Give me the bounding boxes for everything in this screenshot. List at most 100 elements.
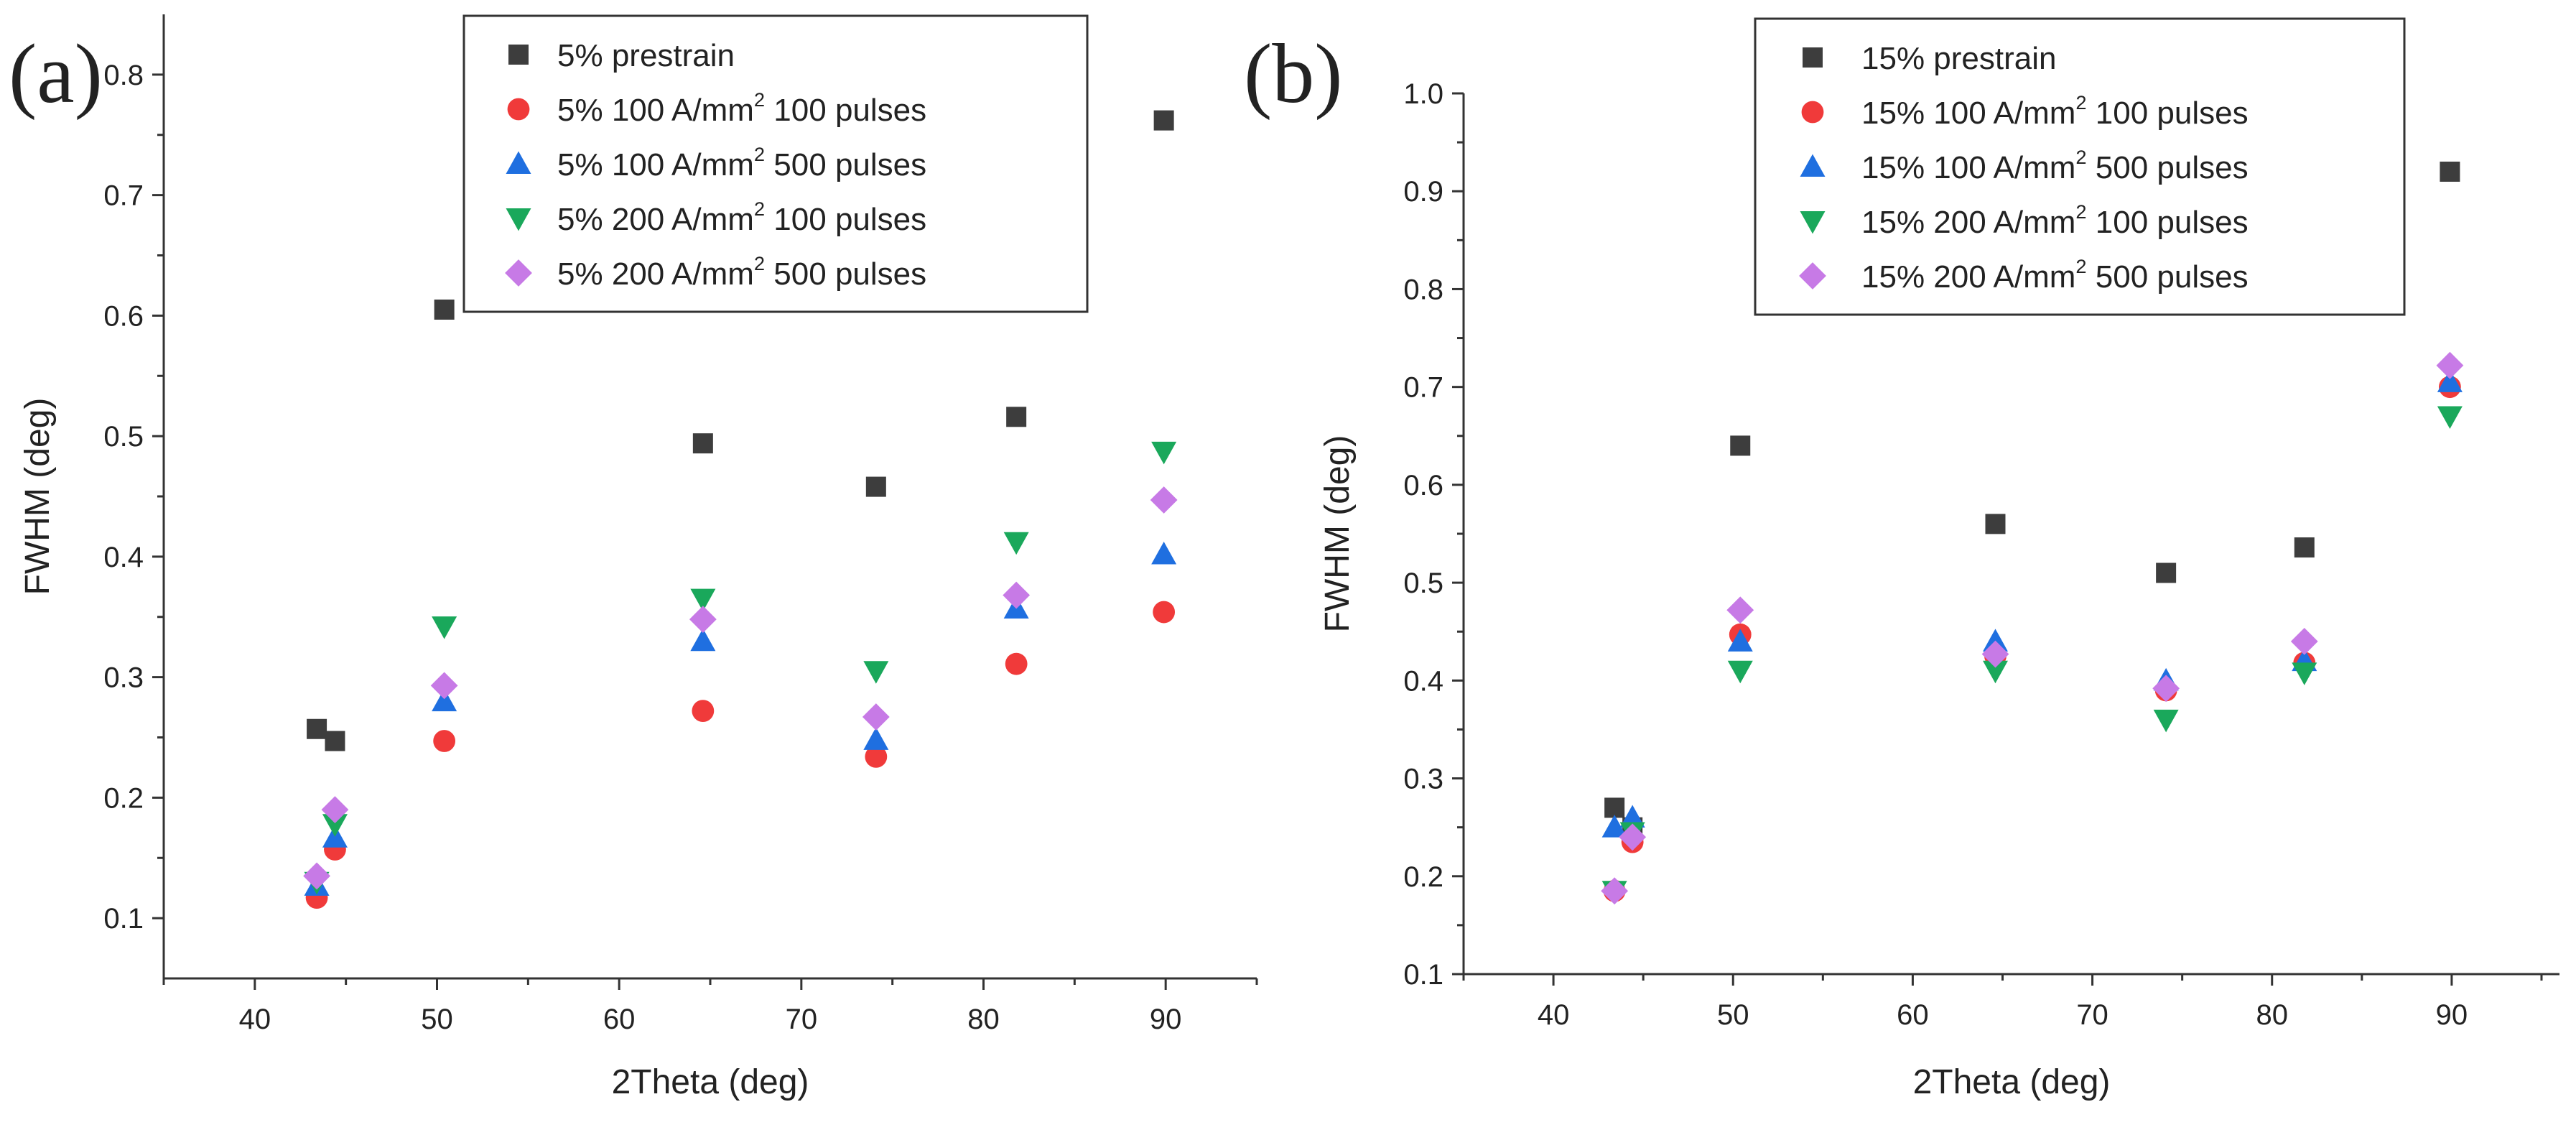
legend-text: 5% 200 A/mm bbox=[557, 256, 754, 292]
series-5 bbox=[303, 486, 1178, 890]
legend-superscript: 2 bbox=[2075, 91, 2086, 114]
data-point bbox=[2292, 662, 2317, 685]
y-tick-label: 0.7 bbox=[103, 180, 144, 212]
y-tick-label: 0.4 bbox=[1403, 665, 1443, 697]
y-tick-label: 0.4 bbox=[103, 542, 144, 573]
legend-label: 15% 100 A/mm2 100 pulses bbox=[1861, 91, 2249, 131]
y-tick-label: 0.5 bbox=[103, 421, 144, 453]
legend-superscript: 2 bbox=[754, 252, 765, 274]
y-tick-label: 1.0 bbox=[1403, 78, 1443, 110]
data-point bbox=[1153, 110, 1174, 131]
series-1 bbox=[307, 110, 1174, 751]
data-point bbox=[1727, 629, 1753, 652]
legend-text: 100 pulses bbox=[765, 93, 926, 128]
series-1 bbox=[1604, 161, 2460, 838]
series-5 bbox=[1601, 351, 2464, 905]
legend-text: 5% 100 A/mm bbox=[557, 147, 754, 182]
legend-item: 5% prestrain bbox=[508, 38, 735, 73]
y-tick-label: 0.3 bbox=[1403, 764, 1443, 795]
x-tick-label: 50 bbox=[421, 1004, 453, 1035]
legend-marker bbox=[505, 259, 532, 287]
legend-marker bbox=[507, 98, 530, 121]
data-point bbox=[432, 688, 457, 712]
legend-text: 15% 200 A/mm bbox=[1861, 205, 2075, 240]
data-point bbox=[2437, 369, 2463, 392]
legend-text: 100 pulses bbox=[2087, 96, 2249, 131]
x-tick-label: 50 bbox=[1717, 999, 1749, 1031]
legend-item: 15% prestrain bbox=[1803, 41, 2056, 76]
data-point bbox=[1601, 877, 1629, 905]
y-tick-label: 0.6 bbox=[1403, 470, 1443, 501]
data-point bbox=[1005, 652, 1028, 675]
y-tick-label: 0.8 bbox=[103, 60, 144, 91]
x-tick-label: 70 bbox=[2076, 999, 2108, 1031]
data-point bbox=[2437, 406, 2463, 430]
y-tick-label: 0.8 bbox=[1403, 274, 1443, 305]
legend-item: 5% 200 A/mm2 500 pulses bbox=[505, 252, 926, 292]
legend-text: 500 pulses bbox=[2087, 259, 2249, 295]
data-point bbox=[1726, 596, 1754, 624]
legend-item: 15% 100 A/mm2 500 pulses bbox=[1800, 146, 2249, 185]
legend-label: 15% 200 A/mm2 500 pulses bbox=[1861, 255, 2249, 295]
x-tick-label: 90 bbox=[1150, 1004, 1182, 1035]
legend-marker bbox=[1801, 101, 1824, 124]
data-point bbox=[1730, 435, 1751, 456]
legend-marker bbox=[1799, 262, 1826, 290]
data-point bbox=[692, 433, 713, 454]
y-tick-label: 0.2 bbox=[1403, 861, 1443, 893]
data-point bbox=[862, 703, 890, 731]
legend-marker bbox=[1800, 211, 1826, 234]
data-point bbox=[1604, 797, 1625, 818]
y-tick-label: 0.9 bbox=[1403, 176, 1443, 208]
data-point bbox=[434, 299, 455, 320]
y-axis-label: FWHM (deg) bbox=[1319, 435, 1357, 633]
data-point bbox=[322, 814, 348, 837]
data-point bbox=[1151, 441, 1177, 465]
legend-label: 5% 100 A/mm2 100 pulses bbox=[557, 88, 926, 128]
x-axis-label: 2Theta (deg) bbox=[612, 1063, 809, 1101]
data-point bbox=[1619, 805, 1645, 828]
panel-label: (b) bbox=[1244, 27, 1343, 121]
legend-label: 5% 200 A/mm2 500 pulses bbox=[557, 252, 926, 292]
legend-item: 15% 200 A/mm2 500 pulses bbox=[1799, 255, 2249, 295]
series-3 bbox=[304, 542, 1177, 896]
legend-label: 5% 100 A/mm2 500 pulses bbox=[557, 143, 926, 182]
legend-text: 15% 100 A/mm bbox=[1861, 96, 2075, 131]
data-point bbox=[863, 727, 889, 750]
legend-item: 5% 100 A/mm2 500 pulses bbox=[506, 143, 926, 182]
legend-text: 5% 200 A/mm bbox=[557, 202, 754, 237]
data-point bbox=[865, 476, 886, 497]
data-point bbox=[430, 672, 458, 700]
x-axis-label: 2Theta (deg) bbox=[1913, 1063, 2111, 1101]
data-point bbox=[1982, 629, 2008, 652]
legend-item: 15% 100 A/mm2 100 pulses bbox=[1801, 91, 2249, 131]
data-point bbox=[432, 616, 457, 639]
legend-marker bbox=[1800, 154, 1826, 177]
panel-label: (a) bbox=[9, 27, 103, 121]
data-point bbox=[1153, 601, 1176, 624]
legend-text: 15% 100 A/mm bbox=[1861, 150, 2075, 185]
data-point bbox=[692, 700, 715, 722]
y-tick-label: 0.3 bbox=[103, 662, 144, 694]
legend-superscript: 2 bbox=[754, 198, 765, 220]
x-tick-label: 60 bbox=[1897, 999, 1929, 1031]
data-point bbox=[433, 730, 456, 752]
data-point bbox=[2153, 709, 2179, 733]
data-point bbox=[1003, 581, 1031, 609]
y-tick-label: 0.1 bbox=[1403, 959, 1443, 991]
y-tick-label: 0.1 bbox=[103, 903, 144, 935]
legend-marker bbox=[1803, 47, 1823, 68]
legend-item: 5% 200 A/mm2 100 pulses bbox=[506, 198, 926, 237]
legend-text: 500 pulses bbox=[2087, 150, 2249, 185]
data-point bbox=[689, 606, 717, 634]
legend-box bbox=[1754, 17, 2406, 316]
data-point bbox=[2152, 675, 2180, 703]
panel-a: (a) 40 50 60 70 80 90 0.1 0.2 0.3 0.4 0.5 0.6 0.7 0.8 2… bbox=[9, 14, 1258, 1101]
series-2 bbox=[305, 601, 1176, 909]
series-4 bbox=[1601, 406, 2463, 904]
data-point bbox=[1006, 407, 1027, 427]
x-tick-label: 80 bbox=[2256, 999, 2288, 1031]
panel-b: (b) 40 50 60 70 80 90 0.1 0.2 0.3 0.4 0.5 0.6 0.7 0.8 0… bbox=[1244, 17, 2559, 1101]
data-point bbox=[2290, 627, 2318, 655]
